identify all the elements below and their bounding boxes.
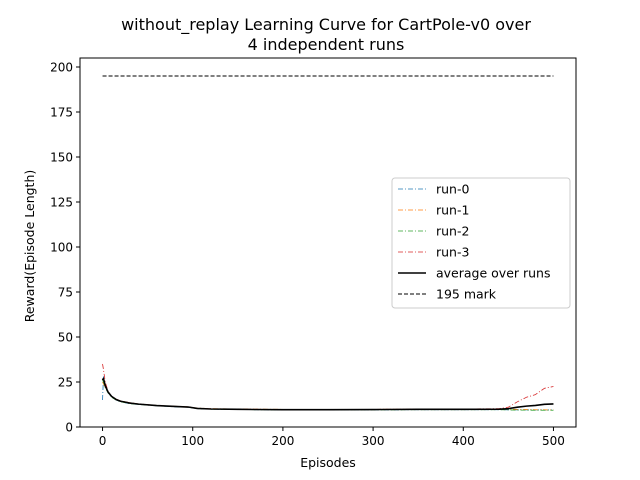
chart-title-line-1: without_replay Learning Curve for CartPo… bbox=[121, 15, 531, 35]
axes: 0 100 200 300 400 500 0 25 50 75 100 125 150 175 200 bbox=[50, 57, 577, 448]
legend-label-2: run-2 bbox=[436, 224, 469, 239]
legend-label-4: average over runs bbox=[436, 266, 551, 281]
x-axis-label: Episodes bbox=[300, 455, 356, 470]
y-tick-label-3: 75 bbox=[58, 286, 73, 300]
legend-label-5: 195 mark bbox=[436, 287, 497, 302]
y-tick-label-1: 25 bbox=[58, 376, 73, 390]
legend-label-1: run-1 bbox=[436, 203, 469, 218]
x-tick-label-2: 200 bbox=[271, 434, 294, 448]
y-tick-label-4: 100 bbox=[50, 241, 73, 255]
x-tick-label-1: 100 bbox=[181, 434, 204, 448]
x-tick-label-3: 300 bbox=[362, 434, 385, 448]
legend-label-0: run-0 bbox=[436, 182, 469, 197]
y-axis-label: Reward(Episode Length) bbox=[22, 170, 37, 322]
plot-frame bbox=[79, 57, 577, 428]
y-tick-label-6: 150 bbox=[50, 151, 73, 165]
y-tick-label-7: 175 bbox=[50, 106, 73, 120]
legend-box bbox=[391, 177, 571, 309]
plot-area bbox=[101, 75, 554, 411]
y-tick-label-5: 125 bbox=[50, 196, 73, 210]
legend-label-3: run-3 bbox=[436, 245, 469, 260]
y-tick-label-0: 0 bbox=[65, 421, 73, 435]
series-line-4 bbox=[101, 377, 554, 411]
legend: run-0 run-1 run-2 run-3 average over runs 195… bbox=[391, 177, 571, 309]
series-line-0 bbox=[102, 376, 554, 411]
chart-title-line-2: 4 independent runs bbox=[248, 35, 405, 54]
x-tick-label-0: 0 bbox=[99, 434, 107, 448]
y-tick-label-2: 50 bbox=[58, 331, 73, 345]
series-line-3 bbox=[102, 363, 554, 410]
x-tick-label-4: 400 bbox=[452, 434, 475, 448]
x-tick-label-5: 500 bbox=[542, 434, 565, 448]
y-tick-label-8: 200 bbox=[50, 61, 73, 75]
